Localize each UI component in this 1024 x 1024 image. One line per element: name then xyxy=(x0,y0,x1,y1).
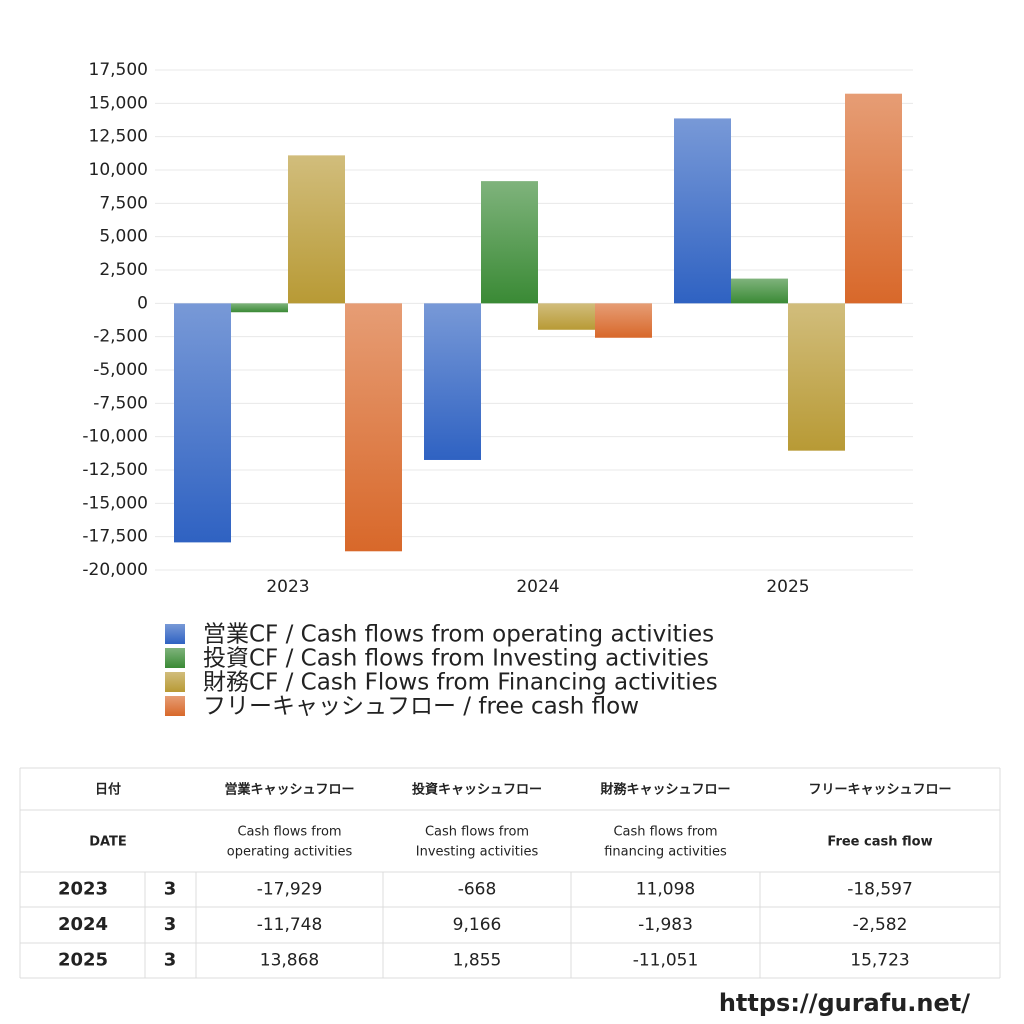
y-tick-label: 5,000 xyxy=(99,227,148,247)
header-en: DATE xyxy=(89,835,127,850)
legend-label: 投資CF / Cash flows from Investing activit… xyxy=(203,646,709,672)
table-cell: -2,582 xyxy=(853,915,908,935)
y-tick-label: -17,500 xyxy=(82,527,148,547)
legend-swatch xyxy=(165,696,185,716)
x-tick-label: 2024 xyxy=(516,577,559,597)
header-en: Investing activities xyxy=(416,845,539,860)
row-month: 3 xyxy=(164,879,177,900)
table-cell: -17,929 xyxy=(257,880,323,900)
bar xyxy=(674,118,731,304)
y-tick-label: -7,500 xyxy=(93,393,148,413)
y-tick-label: 0 xyxy=(137,293,148,313)
bar xyxy=(174,303,231,543)
table-cell: 11,098 xyxy=(636,880,695,900)
table-cell: 1,855 xyxy=(453,951,502,971)
bar xyxy=(788,303,845,451)
bar xyxy=(595,303,652,338)
y-tick-label: -2,500 xyxy=(93,327,148,347)
bar xyxy=(424,303,481,460)
header-jp: 営業キャッシュフロー xyxy=(224,782,354,798)
bar xyxy=(231,303,288,313)
bar xyxy=(481,181,538,304)
bar xyxy=(731,278,788,304)
header-jp: 財務キャッシュフロー xyxy=(599,782,730,798)
row-month: 3 xyxy=(164,914,177,935)
header-jp: 投資キャッシュフロー xyxy=(412,782,542,798)
table-cell: -18,597 xyxy=(847,880,913,900)
legend-label: フリーキャッシュフロー / free cash flow xyxy=(203,694,639,720)
x-tick-label: 2025 xyxy=(766,577,809,597)
bar xyxy=(845,93,902,304)
row-date: 2025 xyxy=(58,950,108,971)
table-cell: 13,868 xyxy=(260,951,319,971)
legend-label: 営業CF / Cash flows from operating activit… xyxy=(203,622,714,648)
header-jp: フリーキャッシュフロー xyxy=(808,783,951,798)
legend-label: 財務CF / Cash Flows from Financing activit… xyxy=(203,670,718,696)
y-tick-label: 17,500 xyxy=(89,60,148,80)
bar xyxy=(345,303,402,552)
bar xyxy=(288,155,345,304)
y-tick-label: -15,000 xyxy=(82,493,148,513)
table-cell: 9,166 xyxy=(453,915,502,935)
header-en: Cash flows from xyxy=(237,825,341,840)
header-en: Free cash flow xyxy=(827,835,932,850)
legend-swatch xyxy=(165,624,185,644)
table-cell: 15,723 xyxy=(850,951,909,971)
y-tick-label: 2,500 xyxy=(99,260,148,280)
header-en: Cash flows from xyxy=(425,825,529,840)
header-jp: 日付 xyxy=(95,782,121,798)
y-tick-label: 12,500 xyxy=(89,127,148,147)
table-cell: -1,983 xyxy=(638,915,693,935)
header-en: operating activities xyxy=(227,845,353,860)
row-date: 2024 xyxy=(58,914,108,935)
legend-swatch xyxy=(165,672,185,692)
legend-swatch xyxy=(165,648,185,668)
table-cell: -11,051 xyxy=(633,951,699,971)
y-tick-label: -20,000 xyxy=(82,560,148,580)
table-cell: -11,748 xyxy=(257,915,323,935)
table-cell: -668 xyxy=(458,880,497,900)
footer-url: https://gurafu.net/ xyxy=(719,989,970,1017)
row-month: 3 xyxy=(164,950,177,971)
y-tick-label: 10,000 xyxy=(89,160,148,180)
y-tick-label: 15,000 xyxy=(89,93,148,113)
y-tick-label: 7,500 xyxy=(99,193,148,213)
header-en: financing activities xyxy=(604,845,727,860)
bar xyxy=(538,303,595,330)
y-tick-label: -10,000 xyxy=(82,427,148,447)
y-tick-label: -12,500 xyxy=(82,460,148,480)
x-tick-label: 2023 xyxy=(266,577,309,597)
row-date: 2023 xyxy=(58,879,108,900)
y-tick-label: -5,000 xyxy=(93,360,148,380)
header-en: Cash flows from xyxy=(613,825,717,840)
